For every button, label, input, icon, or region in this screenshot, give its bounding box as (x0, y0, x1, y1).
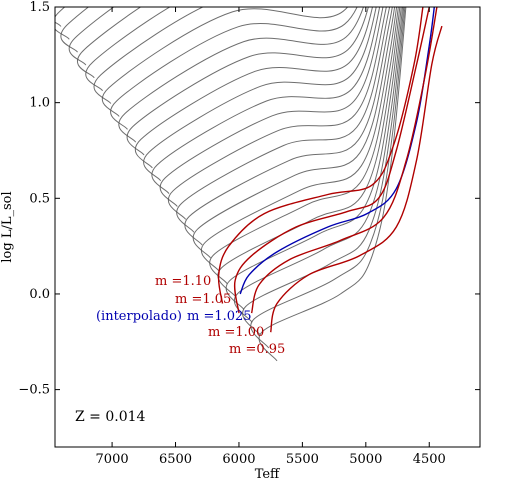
background-track (192, 7, 396, 259)
series-label: m =1.00 (208, 325, 264, 340)
x-axis-label: Teff (255, 467, 281, 482)
background-track (101, 7, 349, 117)
y-tick-label: 1.0 (29, 96, 50, 111)
track-line (233, 7, 430, 314)
background-track (225, 7, 402, 310)
background-track (76, 7, 142, 79)
series-label: m =1.025 (187, 309, 252, 324)
background-track (85, 7, 171, 92)
x-tick-label: 5000 (349, 452, 382, 467)
background-track (258, 7, 407, 362)
x-tick-label: 4500 (413, 452, 446, 467)
background-track (143, 7, 377, 182)
background-track (60, 7, 90, 53)
series-label: m =0.95 (229, 342, 285, 357)
track-line (217, 7, 424, 304)
y-tick-label: 0.5 (29, 191, 50, 206)
background-track (68, 7, 115, 66)
background-tracks-group (28, 0, 407, 362)
background-track (200, 7, 398, 272)
background-track (28, 0, 402, 1)
x-tick-label: 5500 (286, 452, 319, 467)
track-line (250, 7, 438, 314)
plot-frame (54, 6, 481, 448)
track-line (270, 25, 443, 333)
y-tick-label: −0.5 (18, 383, 50, 398)
background-track (176, 7, 391, 233)
background-track (55, 21, 62, 27)
highlighted-tracks-group (217, 7, 443, 333)
y-axis-label: log L/L_sol (0, 191, 15, 262)
background-track (217, 7, 401, 297)
background-track (93, 7, 205, 104)
background-track (250, 7, 406, 349)
background-track (184, 7, 393, 246)
background-track (167, 7, 387, 220)
y-tick-label: 0.0 (29, 287, 50, 302)
background-track (209, 7, 399, 285)
track-line (239, 7, 435, 295)
background-track (151, 7, 381, 195)
background-track (126, 7, 369, 156)
x-tick-label: 6000 (222, 452, 255, 467)
series-label-prefix: (interpolado) (96, 309, 182, 324)
series-label: m =1.10 (155, 274, 211, 289)
background-track (242, 7, 405, 336)
background-track (55, 7, 70, 40)
background-track (134, 7, 374, 169)
metallicity-annotation: Z = 0.014 (75, 409, 146, 425)
axis-ticks: 7000 6500 6000 5500 5000 4500 −0.5 0.0 0.5 1.0 1.5 (18, 0, 480, 467)
y-tick-label: 1.5 (29, 0, 50, 15)
series-label: m =1.05 (175, 292, 231, 307)
background-track (159, 7, 384, 207)
series-labels: m =1.10 m =1.05 m =1.025 (interpolado) m =1.… (96, 274, 285, 357)
background-track (234, 7, 404, 323)
x-tick-label: 7000 (96, 452, 129, 467)
background-track (118, 7, 364, 143)
background-track (110, 7, 358, 130)
x-tick-label: 6500 (159, 452, 192, 467)
